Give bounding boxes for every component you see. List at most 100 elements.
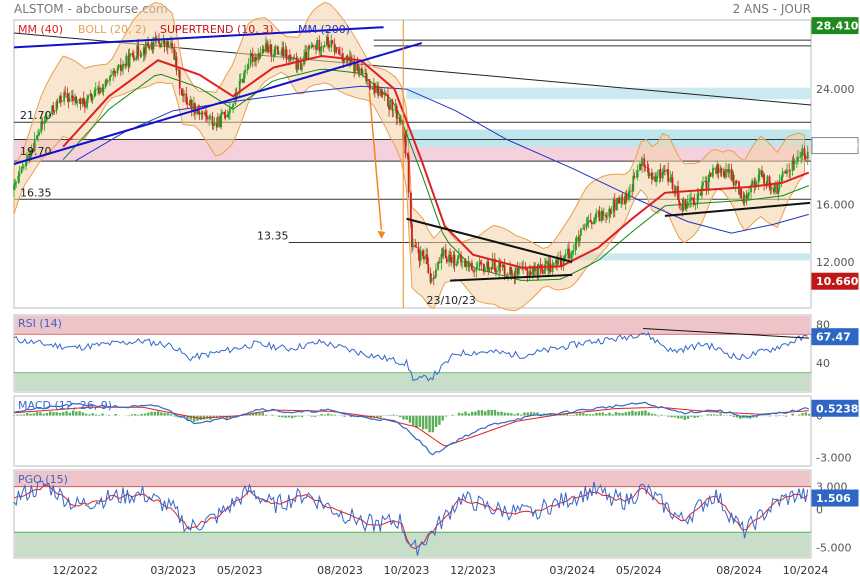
candle-body <box>496 271 498 272</box>
candle-body <box>397 117 399 119</box>
macd-histogram-bar <box>805 412 807 415</box>
candle-body <box>576 237 578 243</box>
candle-body <box>708 175 710 189</box>
badge-macd: 0.5238 <box>816 402 858 415</box>
macd-histogram-bar <box>262 412 264 415</box>
candle-body <box>456 264 458 265</box>
x-axis-label: 03/2024 <box>549 564 595 577</box>
candle-body <box>181 89 183 95</box>
x-axis-label: 05/2024 <box>616 564 662 577</box>
macd-histogram-bar <box>785 416 787 417</box>
candle-body <box>605 215 607 217</box>
macd-histogram-bar <box>602 413 604 416</box>
candle-body <box>217 116 219 127</box>
candle-body <box>733 175 735 186</box>
macd-histogram-bar <box>697 416 699 418</box>
candle-body <box>484 269 486 272</box>
candle-body <box>697 194 699 205</box>
candle-body <box>689 200 691 201</box>
candle-body <box>575 243 577 251</box>
candle-body <box>469 263 471 267</box>
candle-body <box>686 207 688 209</box>
candle-body <box>660 169 662 178</box>
candle-body <box>206 116 208 119</box>
candle-body <box>744 195 746 203</box>
candle-body <box>618 198 620 204</box>
candle-body <box>309 47 311 48</box>
candle-body <box>244 70 246 73</box>
candle-body <box>122 64 124 68</box>
candle-body <box>400 120 402 122</box>
macd-histogram-bar <box>379 416 381 418</box>
macd-histogram-bar <box>769 416 771 417</box>
candle-body <box>693 201 695 205</box>
candle-body <box>593 220 595 224</box>
candle-body <box>564 256 566 258</box>
candle-body <box>427 264 429 273</box>
x-axis-label: 10/2023 <box>384 564 430 577</box>
candle-body <box>76 101 78 103</box>
candle-body <box>213 125 215 126</box>
macd-histogram-bar <box>82 412 84 415</box>
candle-body <box>179 70 181 89</box>
candle-body <box>488 267 490 271</box>
macd-histogram-bar <box>144 414 146 416</box>
macd-histogram-bar <box>513 414 515 415</box>
candle-body <box>246 69 248 70</box>
macd-histogram-bar <box>311 416 313 417</box>
macd-histogram-bar <box>651 414 653 416</box>
candle-body <box>606 217 608 218</box>
candle-body <box>293 57 295 58</box>
candle-body <box>240 79 242 81</box>
macd-histogram-bar <box>49 411 51 415</box>
macd-histogram-bar <box>278 416 280 417</box>
candle-body <box>705 181 707 189</box>
candle-body <box>698 193 700 194</box>
candle-body <box>443 249 445 255</box>
candle-body <box>636 177 638 178</box>
candle-body <box>460 255 462 262</box>
candle-body <box>431 278 433 282</box>
candle-body <box>72 95 74 101</box>
candle-body <box>480 263 482 264</box>
cyan-zone-top <box>407 88 811 100</box>
candle-body <box>422 251 424 257</box>
candle-body <box>313 45 315 46</box>
macd-histogram-bar <box>690 416 692 417</box>
cyan-zone-upper <box>407 129 811 146</box>
candle-body <box>110 75 112 77</box>
candle-body <box>250 53 252 64</box>
candle-body <box>243 73 245 83</box>
candle-body <box>621 197 623 199</box>
candle-body <box>374 83 376 92</box>
candle-body <box>702 182 704 185</box>
candle-body <box>626 193 628 199</box>
candle-body <box>316 40 318 49</box>
candle-body <box>135 58 137 60</box>
candle-body <box>649 173 651 176</box>
macd-histogram-bar <box>523 412 525 415</box>
macd-histogram-bar <box>281 416 283 418</box>
candle-body <box>60 96 62 102</box>
candle-body <box>450 257 452 263</box>
macd-histogram-bar <box>638 411 640 415</box>
macd-histogram-bar <box>579 413 581 416</box>
macd-histogram-bar <box>634 412 636 416</box>
candle-body <box>591 222 593 224</box>
candle-body <box>22 167 24 168</box>
candle-body <box>198 112 200 115</box>
candle-body <box>273 55 275 56</box>
candle-body <box>339 54 341 55</box>
legend-pgo: PGO (15) <box>18 473 68 486</box>
candle-body <box>52 106 54 111</box>
candle-body <box>225 115 227 118</box>
macd-histogram-bar <box>464 412 466 416</box>
candle-body <box>202 113 204 114</box>
macd-histogram-bar <box>716 415 718 416</box>
candle-body <box>205 112 207 116</box>
candle-body <box>280 54 282 55</box>
candle-body <box>319 50 321 51</box>
badge-price-last: 20.080 <box>816 140 859 153</box>
candle-body <box>725 169 727 177</box>
candle-body <box>231 107 233 108</box>
